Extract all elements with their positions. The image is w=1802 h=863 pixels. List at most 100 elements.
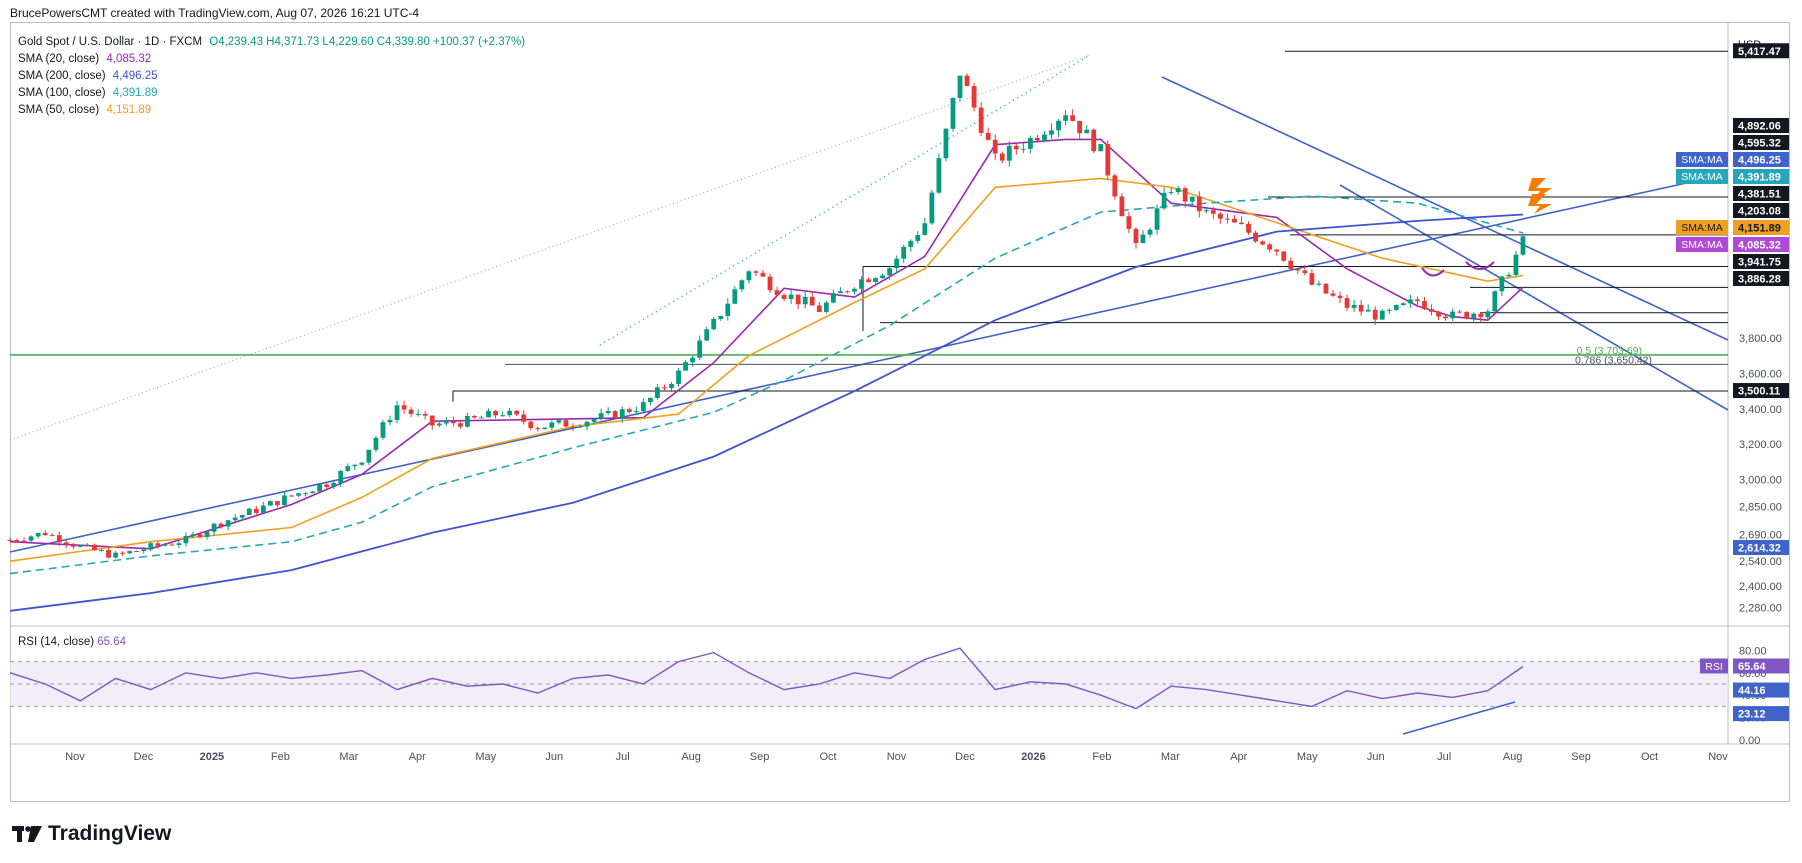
candle-body <box>21 540 27 542</box>
candle-body <box>823 302 829 312</box>
price-axis-tag[interactable] <box>1733 186 1789 201</box>
candle-body <box>331 482 337 487</box>
candle-body <box>479 417 484 419</box>
swing-low-arc <box>1421 267 1445 277</box>
legend-sma100[interactable]: SMA (100, close) 4,391.89 <box>18 85 529 102</box>
price-axis-tag[interactable] <box>1733 152 1789 167</box>
candle-body <box>753 271 759 273</box>
candle-body <box>549 422 555 428</box>
price-axis-tag[interactable] <box>1733 203 1789 218</box>
candle-body <box>788 294 794 299</box>
candle-body <box>429 415 435 426</box>
candle-body <box>183 535 189 544</box>
candle-body <box>957 75 963 98</box>
x-tick-label: Aug <box>681 751 701 763</box>
price-axis-tag-text: 4,391.89 <box>1738 172 1781 184</box>
rsi-value-tag[interactable] <box>1733 658 1789 674</box>
price-axis-tag[interactable] <box>1733 135 1789 150</box>
candle-body <box>317 484 323 492</box>
candle-body <box>1386 309 1392 311</box>
price-axis-tag[interactable] <box>1733 169 1789 184</box>
rsi-axis-tag-label[interactable] <box>1700 658 1728 674</box>
price-tick-label: 2,850.00 <box>1739 501 1782 513</box>
sma-axis-tag-text: SMA:MA <box>1681 222 1722 234</box>
price-chart[interactable]: 0.5 (3,703.69)0.786 (3,650.42)USD3,800.0… <box>0 0 1802 810</box>
sma-axis-tag-label[interactable] <box>1676 169 1728 184</box>
candle-body <box>408 409 414 414</box>
candle-body <box>1295 268 1301 271</box>
orange-projection-arrow <box>1528 178 1552 200</box>
rsi-tick-label: 0.00 <box>1739 735 1760 747</box>
candle-body <box>465 415 470 427</box>
candle-body <box>232 517 238 521</box>
candle-body <box>894 258 900 269</box>
candle-body <box>1140 234 1146 244</box>
price-axis-tag[interactable] <box>1733 254 1789 269</box>
legend-sma20[interactable]: SMA (20, close) 4,085.32 <box>18 51 529 68</box>
candle-body <box>28 536 34 541</box>
price-axis-tag[interactable] <box>1733 271 1789 286</box>
price-axis-tag[interactable] <box>1733 237 1789 252</box>
candle-body <box>1189 196 1195 202</box>
candle-body <box>148 543 154 550</box>
x-tick-label: Mar <box>339 751 358 763</box>
legend-sma50[interactable]: SMA (50, close) 4,151.89 <box>18 102 529 119</box>
candle-body <box>999 153 1005 161</box>
candle-body <box>275 501 280 506</box>
candle-body <box>1457 311 1463 313</box>
legend: Gold Spot / U.S. Dollar · 1D · FXCM O4,2… <box>18 34 529 119</box>
price-axis-tag[interactable] <box>1733 540 1789 556</box>
rsi-trendline <box>1402 701 1516 735</box>
rsi-level-tag[interactable] <box>1733 682 1789 698</box>
candle-body <box>380 422 386 438</box>
candle-body <box>1393 304 1399 310</box>
sma200-line <box>9 213 1524 612</box>
legend-sma200[interactable]: SMA (200, close) 4,496.25 <box>18 68 529 85</box>
legend-symbol: Gold Spot / U.S. Dollar · 1D · FXCM <box>18 36 203 48</box>
sma-axis-tag-label[interactable] <box>1676 220 1728 235</box>
candle-body <box>816 305 822 312</box>
candle-body <box>1077 120 1083 134</box>
candle-body <box>760 272 766 277</box>
rsi-value-tag-text: 65.64 <box>1738 661 1766 673</box>
candle-body <box>1013 145 1019 150</box>
candle-body <box>971 86 977 108</box>
tradingview-footer[interactable]: TradingView <box>12 822 171 846</box>
price-axis-tag-text: 4,595.32 <box>1738 138 1781 150</box>
tradingview-logo-icon <box>12 826 42 842</box>
candle-body <box>134 550 140 552</box>
sma50-label: SMA (50, close) <box>18 104 100 116</box>
candle-body <box>922 223 928 236</box>
candle-body <box>732 289 738 304</box>
candle-body <box>1372 309 1378 320</box>
candle-body <box>964 75 970 87</box>
candle-body <box>598 413 604 419</box>
candle-body <box>1105 144 1111 176</box>
price-axis-tag[interactable] <box>1733 118 1789 133</box>
sma20-label: SMA (20, close) <box>18 53 100 65</box>
rsi-axis-tag-text: RSI <box>1705 661 1723 673</box>
chart-frame <box>10 22 1790 802</box>
candle-body <box>1316 283 1322 285</box>
price-axis-tag[interactable] <box>1733 220 1789 235</box>
price-axis-tag[interactable] <box>1733 43 1789 59</box>
candle-body <box>901 246 907 259</box>
x-tick-label: Sep <box>1571 751 1591 763</box>
candle-body <box>563 420 569 427</box>
candle-body <box>1098 144 1104 152</box>
rsi-level-tag[interactable] <box>1733 706 1789 722</box>
candle-body <box>683 362 688 371</box>
rsi-legend[interactable]: RSI (14, close) 65.64 <box>18 636 126 648</box>
sma-axis-tag-label[interactable] <box>1676 152 1728 167</box>
candle-body <box>1210 210 1216 214</box>
sma50-value: 4,151.89 <box>106 104 152 116</box>
candle-body <box>514 410 520 415</box>
sma200-label: SMA (200, close) <box>18 70 106 82</box>
candle-body <box>570 426 576 428</box>
candle-body <box>239 515 245 518</box>
candle-body <box>190 534 196 536</box>
price-axis-tag[interactable] <box>1733 383 1789 399</box>
sma-axis-tag-label[interactable] <box>1676 237 1728 252</box>
candle-body <box>655 387 660 398</box>
candle-body <box>303 493 308 495</box>
